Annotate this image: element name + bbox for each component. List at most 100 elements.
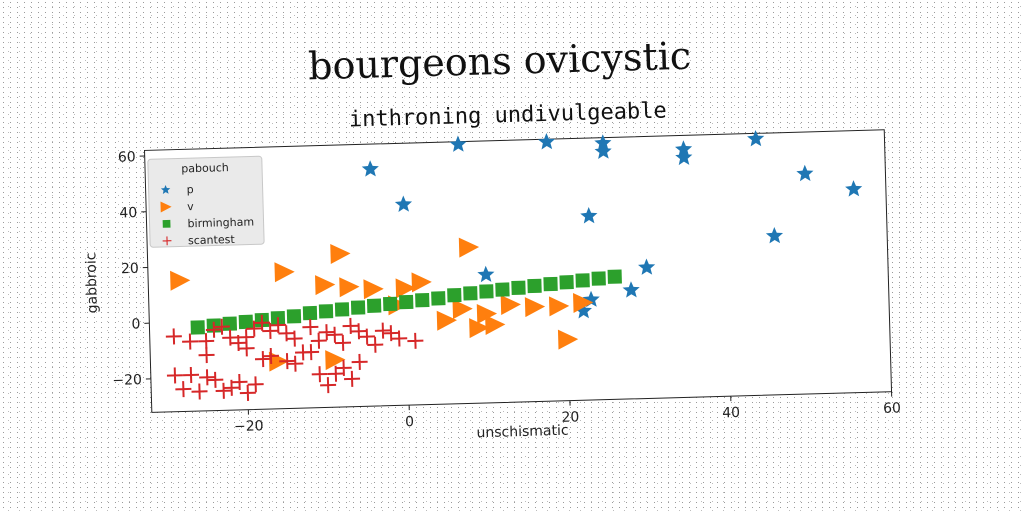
data-point-scantest (303, 344, 320, 361)
plot-area: −20 0 20 40 60 −20 0 20 40 60 pabouch pv birmingha… (83, 129, 901, 441)
data-point-p (361, 160, 379, 177)
data-point-birmingham (431, 291, 446, 306)
x-tick-label: 0 (405, 414, 414, 430)
data-point-v (557, 329, 579, 350)
data-point-scantest (191, 383, 208, 400)
data-point-birmingham (511, 280, 526, 295)
y-axis-label: gabbroic (83, 252, 101, 313)
legend-label-birmingham: birmingham (187, 215, 254, 230)
data-point-birmingham (350, 300, 366, 315)
data-point-scantest (270, 317, 287, 334)
x-tick-label: 20 (561, 409, 579, 425)
chart-subtitle: inthroning undivulgeable (349, 99, 667, 133)
data-point-birmingham (527, 278, 542, 294)
data-point-birmingham (591, 271, 606, 286)
data-point-scantest (246, 320, 263, 337)
data-point-v (485, 314, 506, 335)
data-point-scantest (391, 330, 408, 347)
data-point-v (315, 275, 336, 296)
data-point-p (765, 226, 784, 244)
x-tick-label: −20 (234, 418, 264, 435)
data-point-v (500, 294, 521, 315)
data-point-scantest (310, 332, 327, 349)
data-point-v (170, 270, 191, 291)
data-point-birmingham (463, 286, 478, 301)
legend-label-p: p (186, 183, 193, 196)
data-point-v (524, 297, 546, 318)
data-point-scantest (175, 381, 192, 398)
data-point-scantest (334, 334, 352, 351)
data-point-birmingham (238, 314, 254, 330)
data-point-scantest (351, 353, 368, 370)
data-point-birmingham (495, 282, 510, 297)
data-point-birmingham (334, 302, 350, 317)
data-point-p (594, 134, 612, 151)
data-point-birmingham (222, 316, 238, 331)
data-point-scantest (327, 365, 344, 382)
data-point-p (574, 302, 592, 319)
y-tick-label: 0 (131, 316, 140, 332)
data-point-scantest (231, 373, 248, 391)
data-point-scantest (320, 377, 337, 394)
data-point-p (675, 148, 693, 166)
legend-marker-p (160, 184, 171, 194)
data-point-scantest (207, 371, 224, 388)
data-point-p (638, 258, 656, 275)
data-point-birmingham (383, 296, 398, 312)
data-point-birmingham (479, 284, 494, 299)
data-point-birmingham (559, 275, 574, 290)
data-point-scantest (198, 333, 215, 350)
data-point-scantest (253, 314, 271, 331)
data-point-v (452, 299, 473, 320)
legend: pabouch pv birmingham scantest (147, 155, 265, 248)
data-point-p (675, 140, 693, 157)
data-point-scantest (358, 328, 375, 345)
data-point-scantest (342, 317, 359, 334)
data-point-p (747, 129, 765, 147)
data-point-v (436, 310, 457, 331)
data-point-scantest (165, 328, 182, 345)
data-point-p (622, 281, 640, 298)
legend-label-v: v (187, 200, 194, 213)
data-point-scantest (350, 323, 367, 340)
data-point-p (582, 290, 600, 308)
x-axis: −20 0 20 40 60 (234, 391, 901, 435)
data-point-v (573, 292, 594, 313)
y-tick-label: 20 (121, 261, 139, 277)
data-point-scantest (335, 359, 352, 376)
legend-label-scantest: scantest (188, 233, 236, 247)
series-p (361, 129, 863, 319)
data-point-scantest (382, 325, 400, 342)
data-point-scantest (238, 340, 255, 357)
data-point-v (363, 279, 384, 300)
data-point-v (395, 278, 416, 299)
data-point-v (476, 304, 498, 325)
y-tick-label: −20 (112, 372, 142, 389)
data-point-birmingham (302, 305, 318, 321)
data-point-scantest (262, 322, 279, 339)
data-point-v (330, 243, 351, 264)
y-tick-label: 60 (118, 149, 136, 165)
data-point-p (845, 180, 863, 197)
data-point-scantest (311, 366, 328, 383)
data-point-p (594, 142, 612, 159)
data-point-birmingham (366, 298, 382, 313)
data-point-p (477, 265, 495, 283)
data-point-scantest (302, 319, 319, 336)
series-birmingham (190, 269, 622, 335)
data-point-v (548, 296, 570, 317)
data-point-scantest (318, 324, 335, 341)
data-point-scantest (239, 384, 256, 401)
data-point-scantest (198, 347, 215, 364)
data-point-v (411, 272, 432, 293)
legend-marker-v (160, 201, 172, 213)
data-point-birmingham (318, 304, 334, 319)
data-point-p (580, 207, 598, 224)
data-point-scantest (247, 376, 264, 393)
data-point-v (325, 350, 346, 371)
data-point-scantest (182, 366, 200, 384)
data-point-p (394, 195, 413, 212)
data-point-scantest (367, 336, 384, 353)
data-point-v (458, 237, 480, 258)
data-point-birmingham (575, 273, 590, 288)
